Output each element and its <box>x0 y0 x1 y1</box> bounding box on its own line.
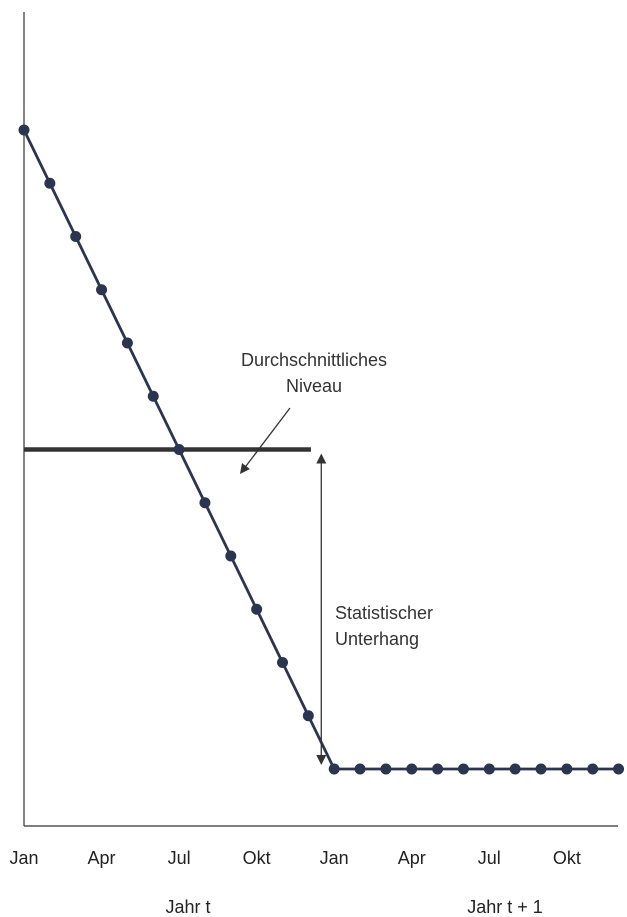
overhang-arrow-head-top <box>316 453 327 464</box>
x-tick-label: Jul <box>478 848 501 868</box>
x-tick-label: Jan <box>320 848 349 868</box>
year-label-1: Jahr t <box>165 897 210 917</box>
data-point <box>147 390 159 402</box>
overhang-arrow-head-bottom <box>316 755 327 765</box>
data-point <box>18 124 30 136</box>
data-point <box>380 763 392 775</box>
data-point <box>225 550 237 562</box>
data-point <box>44 177 56 189</box>
data-point <box>406 763 418 775</box>
data-point <box>199 497 211 509</box>
data-point <box>354 763 366 775</box>
x-tick-label: Jan <box>9 848 38 868</box>
x-tick-label: Apr <box>398 848 426 868</box>
year-label-2: Jahr t + 1 <box>467 897 543 917</box>
data-point <box>535 763 547 775</box>
data-point <box>561 763 573 775</box>
data-point <box>587 763 599 775</box>
overhang-label-line2: Unterhang <box>335 629 419 649</box>
average-label-line1: Durchschnittliches <box>241 350 387 370</box>
data-point <box>509 763 521 775</box>
data-point <box>302 710 314 722</box>
average-label-line2: Niveau <box>286 376 342 396</box>
data-point <box>328 763 340 775</box>
data-point <box>70 231 82 242</box>
data-point <box>277 657 288 668</box>
data-point <box>432 763 444 775</box>
overhang-label-line1: Statistischer <box>335 603 433 623</box>
data-point <box>173 444 185 455</box>
data-point <box>483 763 495 775</box>
data-point <box>457 763 469 775</box>
x-tick-label: Okt <box>243 848 271 868</box>
data-point <box>613 763 625 775</box>
average-arrow <box>239 407 291 474</box>
x-tick-label: Okt <box>553 848 581 868</box>
data-point <box>251 603 263 615</box>
x-tick-label: Apr <box>88 848 116 868</box>
x-tick-label: Jul <box>168 848 191 868</box>
data-point <box>121 337 133 349</box>
data-point <box>96 284 108 296</box>
